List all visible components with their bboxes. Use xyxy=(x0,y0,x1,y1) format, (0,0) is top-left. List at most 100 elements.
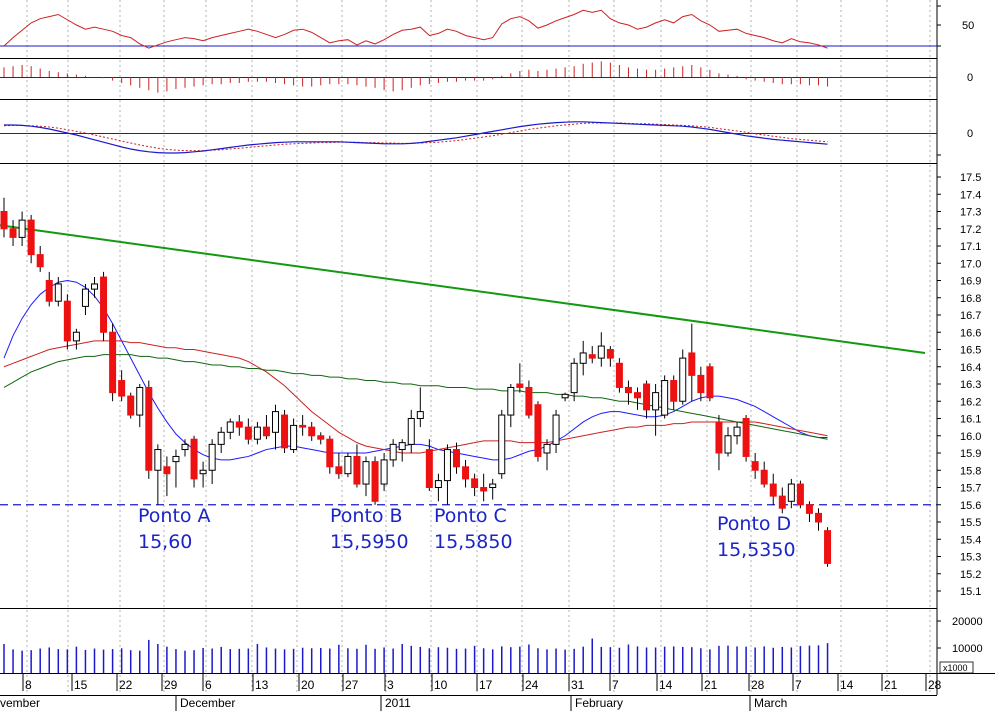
candle-body-54 xyxy=(489,483,497,488)
candle-32 xyxy=(290,418,298,453)
candle-body-45 xyxy=(407,418,415,445)
price-tick-label-6: 16.9 xyxy=(960,276,981,288)
candle-56 xyxy=(507,384,515,428)
candle-53 xyxy=(480,473,488,502)
axes-labels: 17.5 17.4 17.3 17.2 17.1 17.0 16.9 16.8 16.7 16.6… xyxy=(0,5,983,711)
candle-body-73 xyxy=(661,380,669,416)
x-tick-label-9: 10 xyxy=(434,678,448,692)
candle-body-1 xyxy=(9,228,17,238)
price-tick-label-10: 16.5 xyxy=(960,345,981,357)
candle-58 xyxy=(525,380,533,419)
candle-84 xyxy=(760,461,768,488)
candle-body-88 xyxy=(796,483,804,506)
candle-59 xyxy=(534,401,542,462)
candle-body-26 xyxy=(235,421,243,428)
panel-frames xyxy=(0,0,995,696)
price-tick-label-3: 17.2 xyxy=(960,224,981,236)
candle-body-5 xyxy=(45,280,53,302)
x-tick-label-19: 21 xyxy=(884,678,898,692)
volume-tick-label-0: 20000 xyxy=(952,616,983,628)
candle-61 xyxy=(552,409,560,453)
price-tick-label-2: 17.3 xyxy=(960,207,981,219)
candle-31 xyxy=(281,409,289,453)
candle-body-9 xyxy=(81,288,89,307)
candle-4 xyxy=(36,246,44,272)
candle-body-63 xyxy=(570,362,578,394)
candle-body-76 xyxy=(688,352,696,376)
candle-body-67 xyxy=(606,349,614,359)
candle-body-42 xyxy=(380,459,388,485)
price-tick-label-8: 16.7 xyxy=(960,310,981,322)
candle-body-53 xyxy=(480,487,488,492)
month-label-0: vember xyxy=(0,696,40,710)
x-tick-label-20: 28 xyxy=(928,678,942,692)
candle-38 xyxy=(344,453,352,478)
histogram-panel xyxy=(0,61,937,93)
candle-30 xyxy=(272,404,279,450)
month-label-4: March xyxy=(754,696,787,710)
candle-13 xyxy=(118,370,126,402)
annotation-value-3: 15,5350 xyxy=(717,539,796,561)
macd-panel xyxy=(0,121,937,154)
x-tick-label-12: 31 xyxy=(571,678,585,692)
candle-45 xyxy=(407,409,415,453)
price-tick-label-5: 17.0 xyxy=(960,258,981,270)
candle-body-91 xyxy=(824,530,832,564)
candle-body-7 xyxy=(63,300,71,342)
candle-body-0 xyxy=(0,211,8,230)
candle-body-66 xyxy=(597,345,605,359)
candle-24 xyxy=(217,427,225,453)
candle-18 xyxy=(163,456,171,497)
price-tick-label-24: 15.1 xyxy=(960,586,981,598)
rsi-line xyxy=(3,9,828,49)
price-tick-label-1: 17.4 xyxy=(960,189,981,201)
candle-82 xyxy=(742,415,750,462)
price-tick-label-20: 15.5 xyxy=(960,517,981,529)
candle-body-17 xyxy=(154,449,162,471)
candle-body-4 xyxy=(36,254,44,268)
month-label-1: December xyxy=(180,696,235,710)
candle-body-19 xyxy=(172,455,180,463)
trendline xyxy=(0,224,926,354)
month-label-3: February xyxy=(575,696,623,710)
candle-54 xyxy=(489,478,497,500)
moving-average-2 xyxy=(3,354,828,440)
candle-33 xyxy=(299,415,307,436)
candle-11 xyxy=(100,271,108,341)
candle-body-80 xyxy=(724,435,732,454)
candle-body-37 xyxy=(335,466,343,475)
candle-21 xyxy=(190,435,198,488)
candle-body-8 xyxy=(72,331,80,342)
candle-body-60 xyxy=(543,443,551,454)
candle-body-10 xyxy=(91,283,98,290)
candle-6 xyxy=(54,277,62,307)
candle-body-11 xyxy=(100,276,108,333)
candle-body-50 xyxy=(453,449,460,468)
candle-body-72 xyxy=(652,392,660,411)
candle-body-90 xyxy=(815,512,822,523)
volume-unit-box xyxy=(939,661,974,674)
candle-26 xyxy=(235,415,243,436)
moving-average-1 xyxy=(3,340,828,454)
candle-body-55 xyxy=(498,414,506,475)
candle-body-16 xyxy=(145,386,153,471)
candle-body-36 xyxy=(326,438,334,468)
candle-body-89 xyxy=(805,504,813,514)
candle-body-41 xyxy=(371,461,379,502)
candle-78 xyxy=(706,363,714,402)
candle-body-68 xyxy=(615,362,623,388)
candle-body-28 xyxy=(253,426,261,440)
x-tick-label-7: 27 xyxy=(345,678,359,692)
month-label-2: 2011 xyxy=(385,696,411,710)
candle-body-62 xyxy=(561,393,569,399)
candle-43 xyxy=(389,439,397,467)
price-tick-label-9: 16.6 xyxy=(960,327,981,339)
price-tick-label-11: 16.4 xyxy=(960,362,981,374)
volume-tick-label-1: 10000 xyxy=(952,643,983,655)
candle-body-20 xyxy=(181,443,189,451)
candle-19 xyxy=(172,449,180,488)
candle-body-12 xyxy=(109,331,117,394)
candle-40 xyxy=(362,456,370,497)
candle-74 xyxy=(670,375,678,410)
candle-51 xyxy=(462,459,470,488)
